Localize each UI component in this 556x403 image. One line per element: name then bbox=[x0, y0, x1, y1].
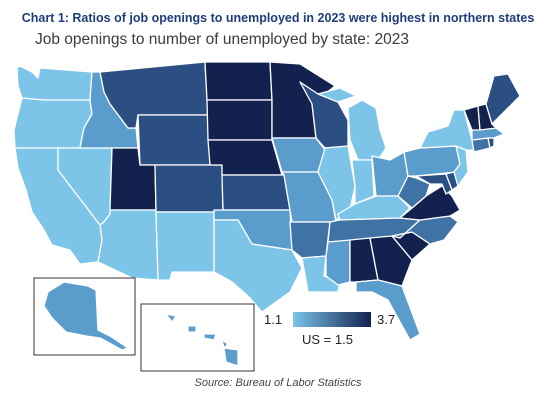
state-arkansas[interactable] bbox=[289, 221, 331, 259]
state-kansas[interactable] bbox=[221, 174, 291, 211]
state-mississippi[interactable] bbox=[325, 239, 351, 286]
state-michigan[interactable] bbox=[317, 87, 387, 161]
state-south-dakota[interactable] bbox=[206, 99, 273, 141]
legend-max-label: 3.7 bbox=[377, 312, 396, 327]
map-title: Job openings to number of unemployed by … bbox=[35, 31, 409, 48]
legend-color-bar bbox=[293, 312, 371, 327]
state-new-york[interactable] bbox=[419, 109, 475, 151]
state-hawaii[interactable] bbox=[165, 313, 239, 367]
state-oregon[interactable] bbox=[13, 97, 93, 149]
state-alaska[interactable] bbox=[43, 281, 129, 351]
state-wyoming[interactable] bbox=[137, 114, 211, 166]
state-north-dakota[interactable] bbox=[204, 61, 273, 101]
contiguous-us bbox=[13, 61, 521, 341]
state-arizona[interactable] bbox=[97, 209, 159, 281]
state-georgia[interactable] bbox=[369, 235, 413, 287]
hawaii-islands bbox=[165, 313, 239, 367]
chart-title: Chart 1: Ratios of job openings to unemp… bbox=[21, 11, 535, 25]
state-texas[interactable] bbox=[213, 219, 303, 313]
state-florida[interactable] bbox=[355, 279, 421, 341]
source-note: Source: Bureau of Labor Statistics bbox=[194, 377, 362, 389]
hawaii-inset-frame bbox=[140, 303, 255, 372]
state-colorado[interactable] bbox=[154, 164, 224, 213]
alaska-inset-frame bbox=[33, 277, 136, 356]
state-iowa[interactable] bbox=[271, 137, 326, 173]
state-new-mexico[interactable] bbox=[155, 211, 215, 281]
state-pennsylvania[interactable] bbox=[403, 145, 461, 177]
legend-min-label: 1.1 bbox=[264, 312, 283, 327]
state-washington[interactable] bbox=[16, 65, 93, 101]
legend-us-average: US = 1.5 bbox=[302, 332, 353, 347]
state-maine[interactable] bbox=[485, 73, 521, 125]
